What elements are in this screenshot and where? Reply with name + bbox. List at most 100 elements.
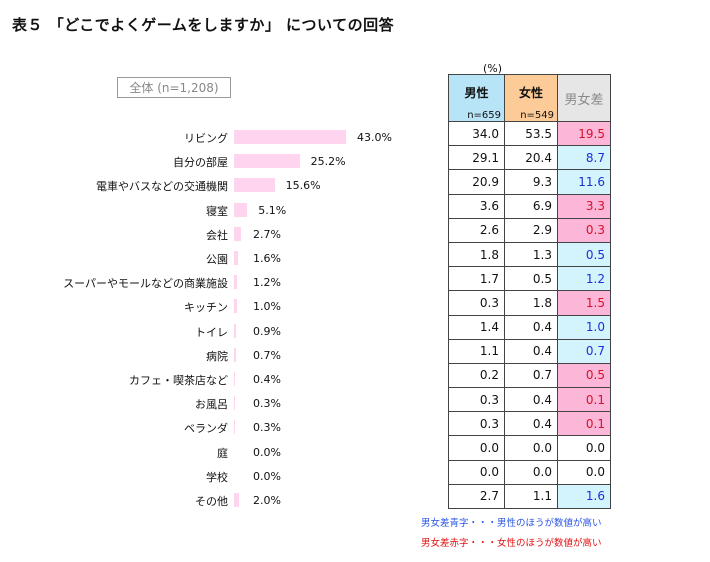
table-row: 1.8 1.3 0.5 (448, 241, 611, 268)
table-body: 34.0 53.5 19.5 29.1 20.4 8.7 20.9 9.3 11.6 3.6 6.9… (448, 120, 611, 510)
diff-value: 0.5 (557, 362, 611, 389)
male-value: 0.3 (448, 387, 505, 413)
total-legend-box: 全体 (n=1,208) (117, 77, 231, 98)
chart-title: 表５ 「どこでよくゲームをしますか」 についての回答 (12, 16, 395, 34)
female-value: 6.9 (504, 193, 558, 219)
male-value: 2.7 (448, 483, 505, 510)
gender-table: 男性 n=659 女性 n=549 男女差 34.0 53.5 19.5 29.1 20… (448, 74, 611, 510)
category-label: その他 (195, 495, 228, 508)
value-label: 5.1% (258, 203, 287, 217)
table-row: 0.3 0.4 0.1 (448, 387, 611, 413)
diff-value: 0.5 (557, 241, 611, 268)
value-label: 1.2% (253, 276, 281, 290)
male-value: 2.6 (448, 217, 505, 243)
category-label: 病院 (206, 349, 228, 363)
diff-value: 8.7 (557, 145, 611, 171)
category-label: キッチン (184, 301, 228, 315)
bar (234, 420, 235, 435)
value-label: 1.6% (253, 252, 281, 265)
bar (234, 202, 248, 217)
value-label: 0.3% (253, 397, 281, 411)
value-label: 1.0% (253, 300, 281, 314)
bar (234, 178, 275, 193)
unit-label: (%) (483, 62, 503, 75)
table-row: 0.3 1.8 1.5 (448, 290, 611, 316)
category-label: 学校 (206, 470, 228, 484)
value-label: 15.6% (285, 179, 321, 193)
category-label: 公園 (206, 253, 228, 266)
table-row: 34.0 53.5 19.5 (448, 120, 611, 147)
male-value: 1.7 (448, 266, 505, 292)
value-label: 43.0% (357, 131, 392, 144)
male-value: 1.4 (448, 314, 505, 340)
diff-value: 0.1 (557, 387, 611, 413)
category-label: スーパーやモールなどの商業施設 (63, 277, 228, 291)
male-value: 1.1 (448, 338, 505, 364)
male-value: 0.3 (448, 290, 505, 316)
male-value: 3.6 (448, 193, 505, 219)
table-row: 1.1 0.4 0.7 (448, 338, 611, 364)
diff-value: 0.3 (557, 217, 611, 243)
table-row: 0.0 0.0 0.0 (448, 435, 611, 461)
male-value: 0.0 (448, 459, 505, 485)
value-label: 0.0% (253, 469, 281, 483)
note-red: 男女差赤字・・・女性のほうが数値が高い (421, 538, 602, 549)
female-value: 0.4 (504, 411, 558, 437)
bar (234, 251, 239, 265)
table-row: 1.4 0.4 1.0 (448, 314, 611, 340)
female-sample-size: n=549 (520, 110, 554, 121)
female-value: 0.4 (504, 387, 558, 413)
category-label: 自分の部屋 (173, 156, 228, 170)
bar (234, 493, 240, 507)
diff-value: 1.6 (557, 483, 611, 510)
female-value: 20.4 (504, 145, 558, 171)
female-value: 2.9 (504, 217, 558, 243)
bar (234, 347, 236, 362)
male-header-label: 男性 (464, 86, 489, 100)
male-value: 0.2 (448, 362, 505, 389)
female-value: 0.4 (504, 338, 558, 364)
category-label: リビング (184, 132, 228, 145)
bar (234, 226, 242, 241)
female-value: 9.3 (504, 169, 558, 195)
female-value: 1.8 (504, 290, 558, 316)
female-value: 0.4 (504, 314, 558, 340)
table-row: 3.6 6.9 3.3 (448, 193, 611, 219)
diff-value: 0.7 (557, 338, 611, 364)
note-blue: 男女差青字・・・男性のほうが数値が高い (421, 518, 602, 529)
male-value: 29.1 (448, 145, 505, 171)
diff-value: 0.1 (557, 411, 611, 437)
bar (234, 372, 236, 386)
category-label: 寝室 (206, 204, 228, 218)
bar (234, 323, 237, 338)
value-label: 0.9% (253, 324, 281, 338)
female-value: 0.5 (504, 266, 558, 292)
table-row: 2.6 2.9 0.3 (448, 217, 611, 243)
category-label: カフェ・喫茶店など (129, 374, 228, 387)
male-value: 1.8 (448, 241, 505, 268)
diff-value: 1.0 (557, 314, 611, 340)
bar (234, 154, 300, 169)
female-value: 0.0 (504, 459, 558, 485)
table-row: 1.7 0.5 1.2 (448, 266, 611, 292)
male-sample-size: n=659 (467, 110, 501, 121)
bar (234, 396, 235, 411)
category-label: お風呂 (195, 398, 228, 412)
male-value: 20.9 (448, 169, 505, 195)
table-row: 2.7 1.1 1.6 (448, 483, 611, 510)
male-value: 0.0 (448, 435, 505, 461)
diff-value: 0.0 (557, 435, 611, 461)
female-header: 女性 n=549 (504, 74, 558, 122)
diff-value: 1.5 (557, 290, 611, 316)
bar (234, 275, 238, 290)
value-label: 0.0% (253, 445, 281, 459)
table-row: 0.2 0.7 0.5 (448, 362, 611, 389)
category-label: ベランダ (184, 422, 228, 436)
male-value: 34.0 (448, 120, 505, 147)
female-value: 1.1 (504, 483, 558, 510)
male-header: 男性 n=659 (448, 74, 505, 122)
value-label: 25.2% (310, 155, 346, 169)
diff-value: 0.0 (557, 459, 611, 485)
diff-value: 19.5 (557, 120, 611, 147)
female-value: 53.5 (504, 120, 558, 147)
